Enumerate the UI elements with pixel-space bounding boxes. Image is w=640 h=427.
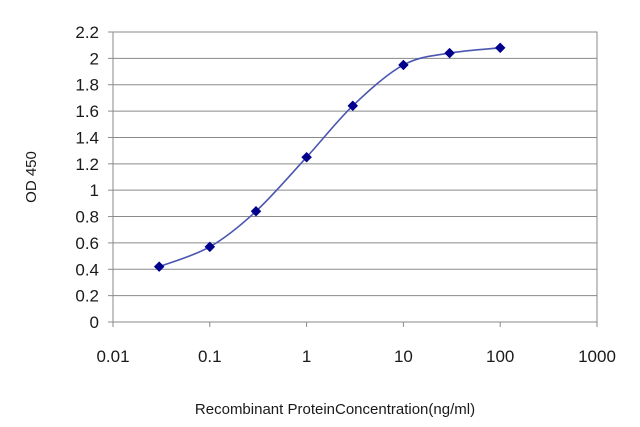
gridlines (113, 31, 597, 297)
data-point-marker (153, 261, 165, 272)
x-axis-title: Recombinant ProteinConcentration(ng/ml) (195, 401, 475, 418)
y-tick-label: 2.2 (75, 23, 99, 42)
y-axis-ticks: 0 0.2 0.4 0.6 0.8 1 1.2 1.4 1.6 1.8 2 2.2 (75, 23, 113, 332)
series-line-layer (158, 47, 501, 268)
x-tick-label: 1000 (578, 347, 616, 366)
data-point-marker (204, 241, 216, 253)
y-axis-title: OD 450 (23, 151, 40, 203)
y-tick-label: 1 (90, 181, 99, 200)
data-point-marker (250, 205, 262, 217)
y-tick-label: 0.6 (75, 234, 99, 253)
data-point-marker (347, 100, 359, 112)
x-axis-ticks: 0.01 0.1 1 10 100 1000 (96, 322, 616, 366)
x-tick-label: 1 (302, 347, 311, 366)
plot-area-frame (112, 31, 598, 323)
data-point-marker (398, 59, 409, 71)
data-points (153, 42, 506, 272)
data-point-marker (444, 47, 455, 59)
x-tick-label: 0.01 (96, 347, 129, 366)
x-tick-label: 100 (486, 347, 514, 366)
y-tick-label: 1.8 (75, 76, 99, 95)
data-point-marker (494, 42, 506, 54)
x-tick-label: 0.1 (198, 347, 222, 366)
y-tick-label: 0.4 (75, 260, 99, 279)
data-point-marker (301, 151, 312, 163)
x-tick-label: 10 (394, 347, 413, 366)
y-tick-label: 1.6 (75, 102, 99, 121)
y-tick-label: 1.4 (75, 128, 99, 147)
series-line (158, 47, 501, 268)
y-tick-label: 0.2 (75, 287, 99, 306)
y-tick-label: 2 (90, 49, 99, 68)
y-tick-label: 0.8 (75, 208, 99, 227)
y-tick-label: 0 (90, 313, 99, 332)
y-tick-label: 1.2 (75, 155, 99, 174)
